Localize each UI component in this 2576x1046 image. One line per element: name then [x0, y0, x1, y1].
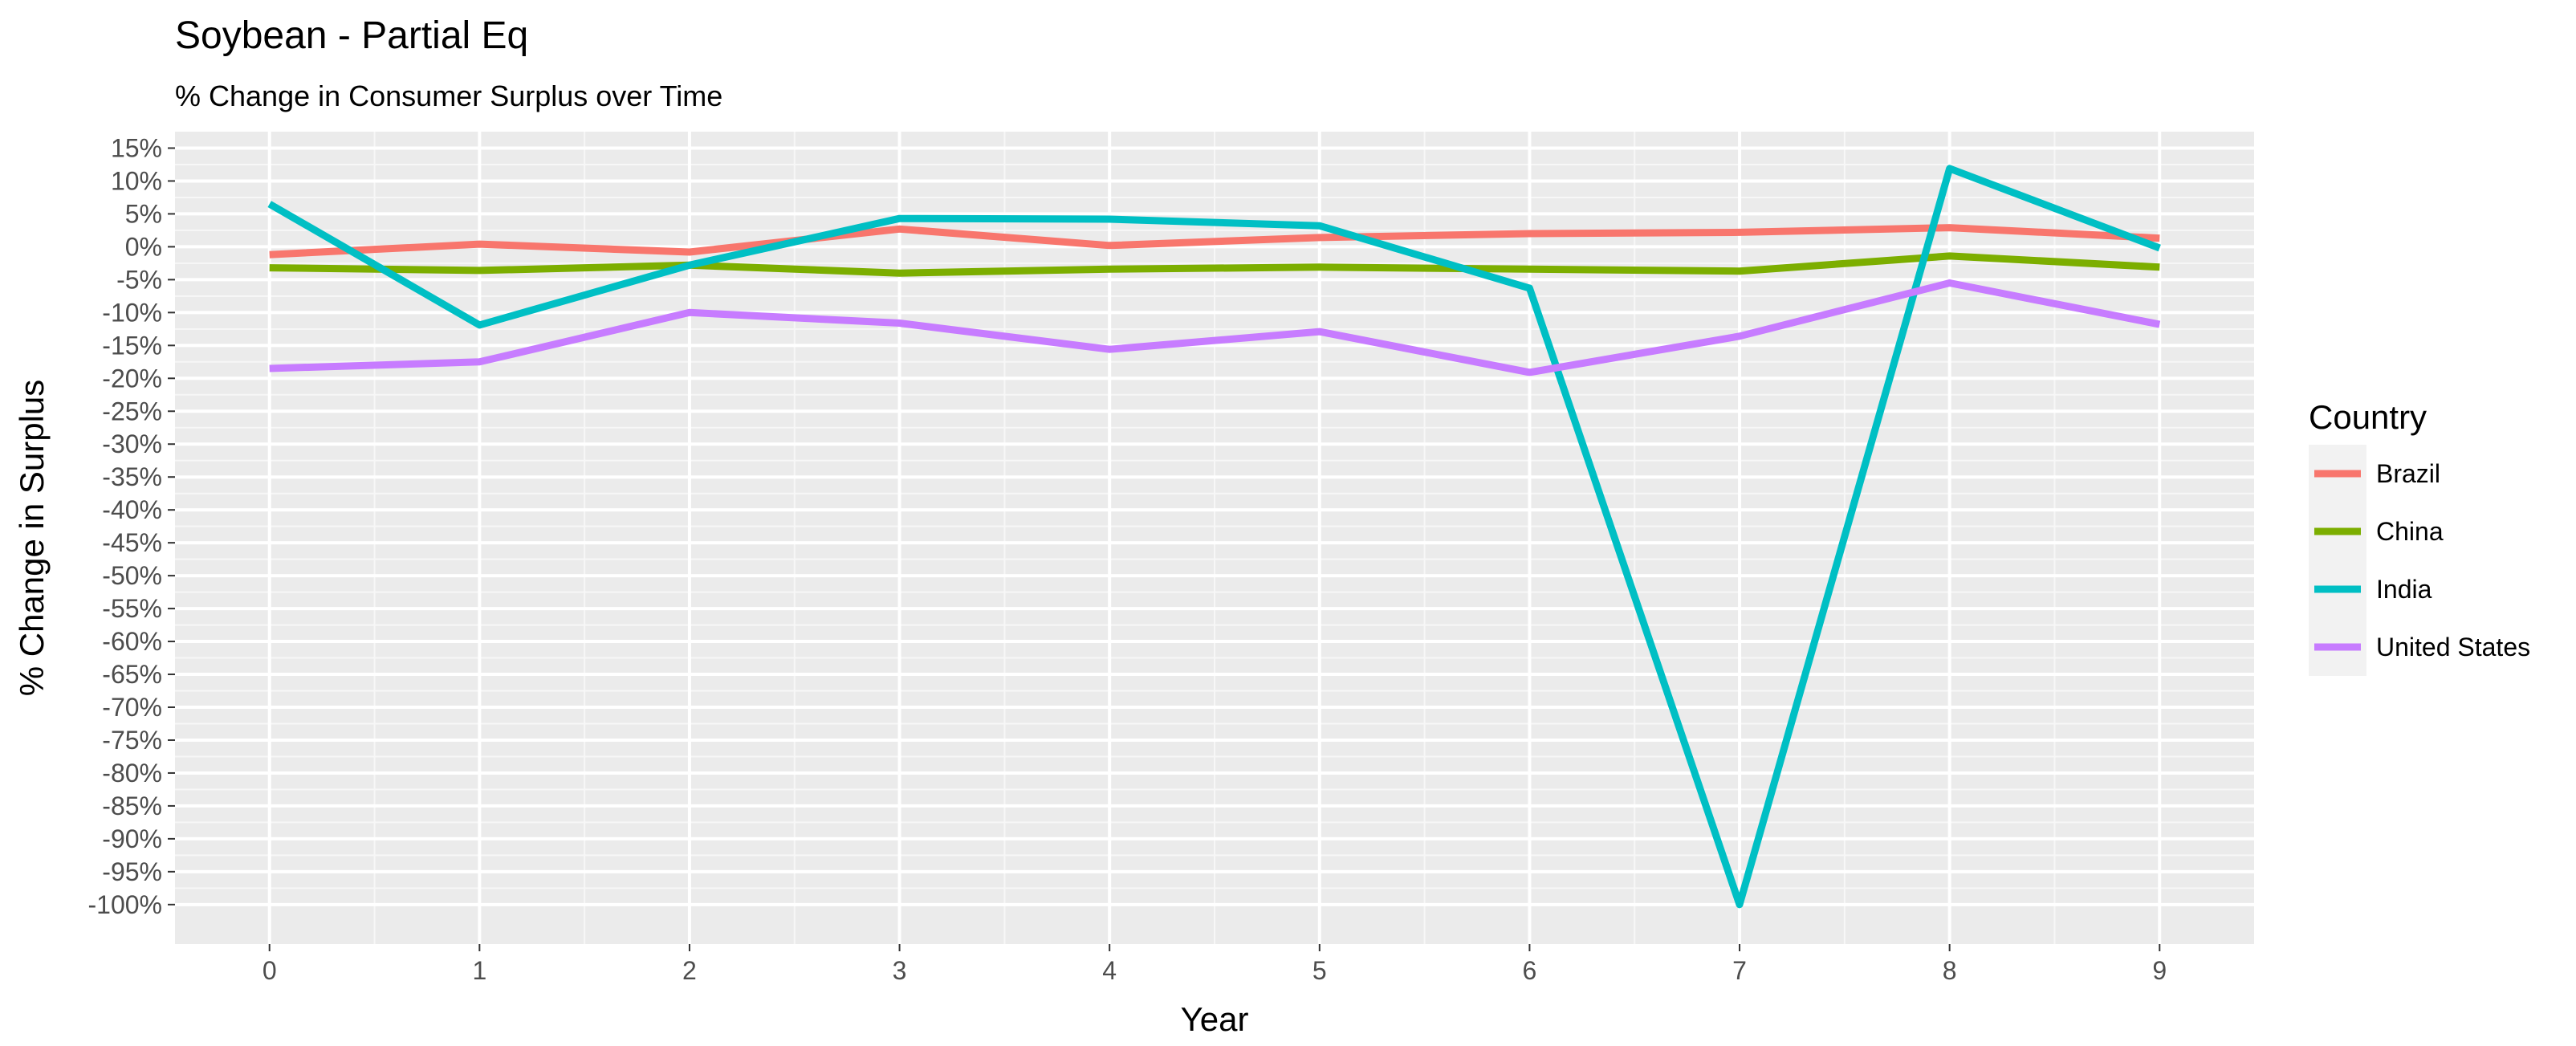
x-axis-title: Year — [1181, 1000, 1249, 1038]
y-tick-label: -80% — [102, 759, 162, 788]
chart-subtitle: % Change in Consumer Surplus over Time — [175, 79, 722, 112]
series-lines — [267, 165, 2161, 909]
y-tick-label: -5% — [116, 265, 162, 294]
y-tick-label: -70% — [102, 693, 162, 722]
minor-grid — [175, 132, 2254, 944]
y-axis: 15% 10% 5% 0% -5% -10% -15% -20% -25% -30% -35% -40… — [88, 133, 175, 919]
y-tick-label: -20% — [102, 364, 162, 393]
chart-title: Soybean - Partial Eq — [175, 14, 528, 57]
legend-label-china: China — [2376, 517, 2444, 546]
x-tick-label: 5 — [1312, 956, 1327, 985]
legend-label-united-states: United States — [2376, 633, 2530, 661]
x-tick-label: 0 — [262, 956, 277, 985]
legend-label-india: India — [2376, 575, 2432, 604]
x-tick-label: 3 — [893, 956, 907, 985]
y-tick-label: -35% — [102, 462, 162, 491]
y-tick-label: -30% — [102, 429, 162, 458]
x-tick-label: 7 — [1732, 956, 1747, 985]
legend-title: Country — [2309, 398, 2427, 436]
x-tick-label: 6 — [1523, 956, 1537, 985]
legend-label-brazil: Brazil — [2376, 459, 2440, 488]
x-tick-label: 4 — [1102, 956, 1117, 985]
y-tick-label: -60% — [102, 627, 162, 656]
y-tick-label: -95% — [102, 857, 162, 886]
x-tick-label: 8 — [1943, 956, 1957, 985]
x-tick-label: 2 — [682, 956, 697, 985]
y-tick-label: -75% — [102, 726, 162, 755]
y-tick-label: -15% — [102, 331, 162, 360]
y-tick-label: 10% — [111, 166, 162, 195]
series-line-brazil — [269, 224, 2160, 258]
y-tick-label: -10% — [102, 298, 162, 327]
y-tick-label: -55% — [102, 594, 162, 623]
x-tick-label: 1 — [472, 956, 486, 985]
x-tick-label: 9 — [2152, 956, 2167, 985]
y-tick-label: -100% — [88, 890, 163, 919]
y-tick-label: -45% — [102, 528, 162, 557]
y-tick-label: -25% — [102, 397, 162, 425]
series-line-india — [267, 165, 2161, 909]
series-line-united-states — [269, 279, 2161, 376]
y-axis-title: % Change in Surplus — [13, 380, 51, 697]
x-axis: 0 1 2 3 4 5 6 7 8 9 — [262, 944, 2167, 985]
y-tick-label: -65% — [102, 660, 162, 689]
y-tick-label: -50% — [102, 561, 162, 590]
y-tick-label: 15% — [111, 133, 162, 162]
y-tick-label: 0% — [125, 232, 162, 261]
y-tick-label: -90% — [102, 824, 162, 853]
y-tick-label: -40% — [102, 495, 162, 524]
y-tick-label: 5% — [125, 199, 162, 228]
y-tick-label: -85% — [102, 792, 162, 820]
series-line-china — [269, 252, 2160, 277]
legend: Brazil China India United States — [2309, 445, 2530, 676]
